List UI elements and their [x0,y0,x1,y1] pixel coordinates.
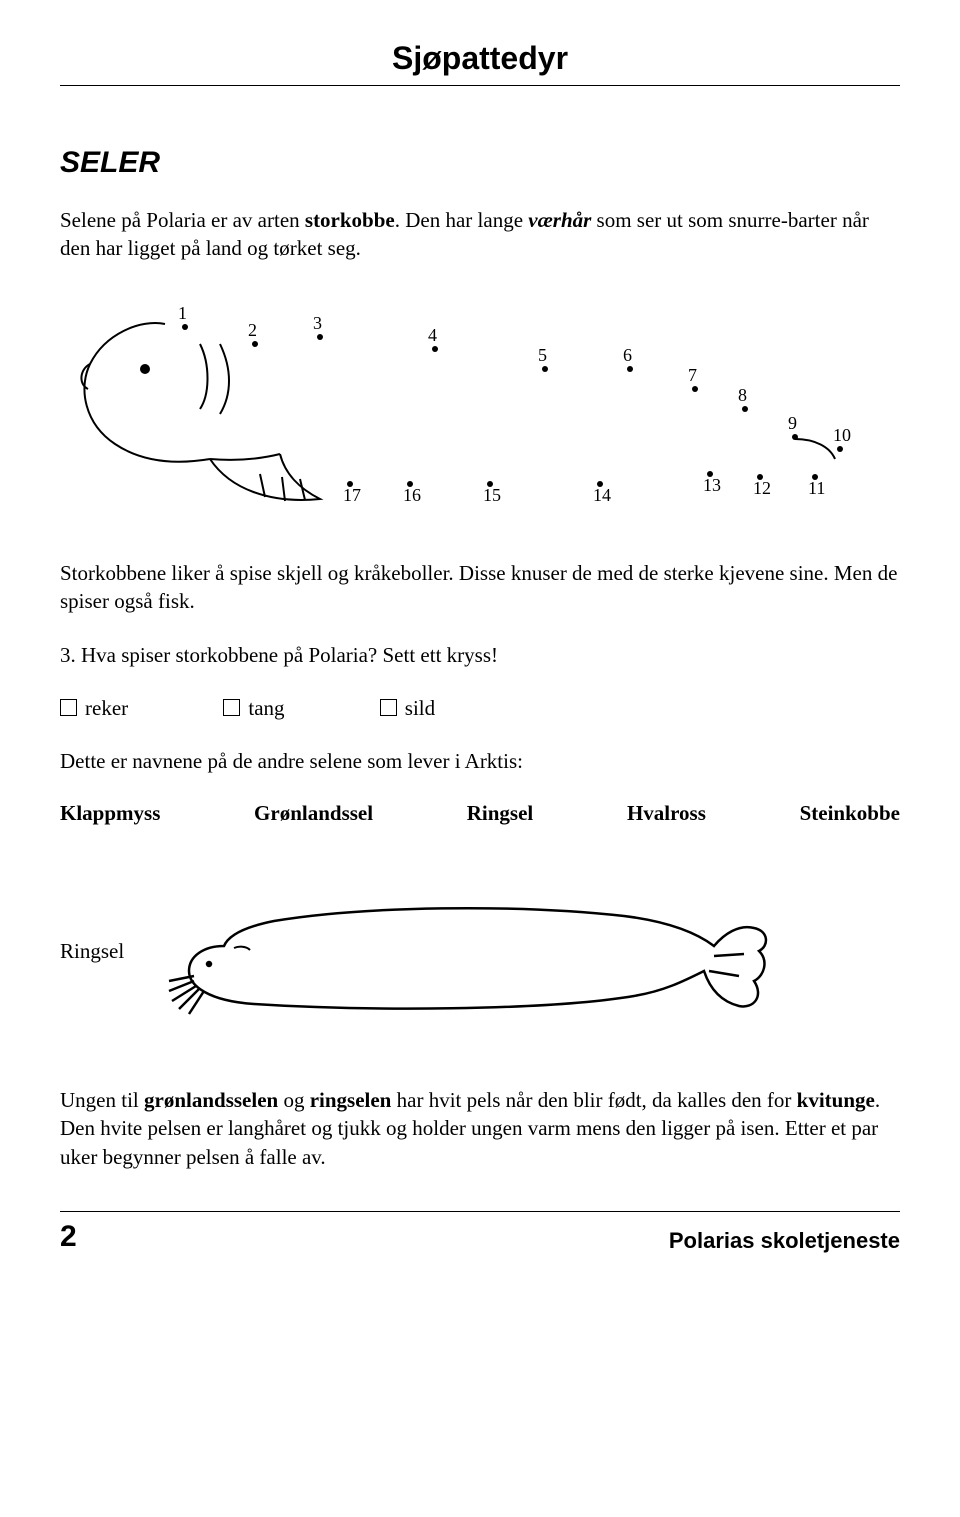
checkbox-option-tang[interactable]: tang [223,696,284,721]
checkbox-row: reker tang sild [60,696,900,721]
svg-text:15: 15 [483,485,501,505]
svg-text:2: 2 [248,320,257,340]
checkbox-icon [60,699,77,716]
svg-text:7: 7 [688,365,697,385]
text: har hvit pels når den blir født, da kall… [391,1088,796,1112]
checkbox-label: reker [85,696,128,720]
header-rule [60,85,900,86]
svg-text:17: 17 [343,485,361,505]
svg-text:1: 1 [178,303,187,323]
text-bold: storkobbe [305,208,395,232]
text-bolditalic: værhår [528,208,591,232]
footer-page-number: 2 [60,1220,77,1254]
text: og [278,1088,310,1112]
section-title: SELER [60,146,900,180]
page-header-title: Sjøpattedyr [60,40,900,77]
svg-text:14: 14 [593,485,611,505]
text: Ungen til [60,1088,144,1112]
svg-text:9: 9 [788,413,797,433]
svg-text:10: 10 [833,425,851,445]
svg-text:5: 5 [538,345,547,365]
paragraph-5: Ungen til grønlandsselen og ringselen ha… [60,1086,900,1171]
svg-text:16: 16 [403,485,421,505]
paragraph-1: Selene på Polaria er av arten storkobbe.… [60,206,900,263]
svg-text:11: 11 [808,478,825,498]
svg-text:4: 4 [428,325,437,345]
checkbox-icon [223,699,240,716]
svg-text:12: 12 [753,478,771,498]
paragraph-2: Storkobbene liker å spise skjell og kråk… [60,559,900,616]
text-bold: kvitunge [797,1088,875,1112]
seal-name: Steinkobbe [800,801,900,826]
seal-name: Grønlandssel [254,801,373,826]
connect-dots-figure: 1 2 3 4 5 6 7 8 9 10 11 12 13 14 15 16 1… [60,289,900,519]
paragraph-4: Dette er navnene på de andre selene som … [60,747,900,775]
text: Selene på Polaria er av arten [60,208,305,232]
ringsel-label: Ringsel [60,939,124,964]
seal-names-row: Klappmyss Grønlandssel Ringsel Hvalross … [60,801,900,826]
text-bold: grønlandsselen [144,1088,278,1112]
svg-text:6: 6 [623,345,632,365]
ringsel-illustration [164,876,784,1026]
seal-name: Ringsel [467,801,534,826]
svg-text:8: 8 [738,385,747,405]
footer-text: Polarias skoletjeneste [669,1228,900,1254]
checkbox-icon [380,699,397,716]
page-footer: 2 Polarias skoletjeneste [60,1211,900,1254]
seal-name: Hvalross [627,801,706,826]
text-bold: ringselen [310,1088,392,1112]
question-3: 3. Hva spiser storkobbene på Polaria? Se… [60,641,900,669]
checkbox-label: sild [405,696,435,720]
seal-name: Klappmyss [60,801,160,826]
svg-text:13: 13 [703,475,721,495]
checkbox-label: tang [248,696,284,720]
svg-text:3: 3 [313,313,322,333]
checkbox-option-sild[interactable]: sild [380,696,435,721]
ringsel-row: Ringsel [60,876,900,1026]
text: . Den har lange [395,208,529,232]
checkbox-option-reker[interactable]: reker [60,696,128,721]
